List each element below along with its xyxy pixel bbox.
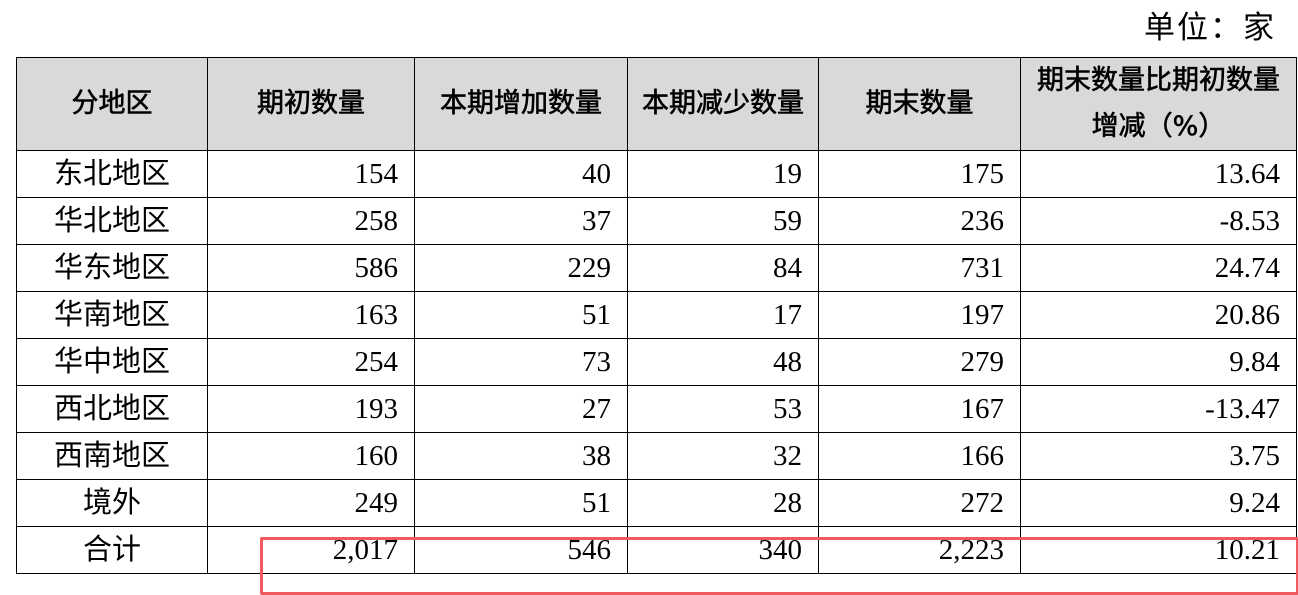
value-cell: 546: [414, 526, 628, 574]
region-cell: 合计: [16, 526, 208, 574]
value-cell: -13.47: [1020, 385, 1297, 433]
region-cell: 西北地区: [16, 385, 208, 433]
column-header: 本期减少数量: [627, 57, 819, 151]
value-cell: 586: [207, 244, 415, 292]
value-cell: 229: [414, 244, 628, 292]
value-cell: 27: [414, 385, 628, 433]
value-cell: 73: [414, 338, 628, 386]
value-cell: 731: [818, 244, 1021, 292]
region-cell: 西南地区: [16, 432, 208, 480]
table-row: 西北地区 193 27 53 167 -13.47: [16, 385, 1297, 433]
value-cell: 166: [818, 432, 1021, 480]
table-row: 华中地区 254 73 48 279 9.84: [16, 338, 1297, 386]
value-cell: 3.75: [1020, 432, 1297, 480]
header-row: 分地区 期初数量 本期增加数量 本期减少数量 期末数量 期末数量比期初数量增减（%）: [16, 57, 1297, 151]
region-cell: 华东地区: [16, 244, 208, 292]
value-cell: 20.86: [1020, 291, 1297, 339]
value-cell: 2,223: [818, 526, 1021, 574]
table-row: 东北地区 154 40 19 175 13.64: [16, 150, 1297, 198]
value-cell: 37: [414, 197, 628, 245]
table-row: 西南地区 160 38 32 166 3.75: [16, 432, 1297, 480]
value-cell: 9.84: [1020, 338, 1297, 386]
value-cell: 154: [207, 150, 415, 198]
value-cell: 272: [818, 479, 1021, 527]
value-cell: 340: [627, 526, 819, 574]
total-row: 合计 2,017 546 340 2,223 10.21: [16, 526, 1297, 574]
value-cell: 160: [207, 432, 415, 480]
column-header: 分地区: [16, 57, 208, 151]
value-cell: 163: [207, 291, 415, 339]
value-cell: 167: [818, 385, 1021, 433]
value-cell: 53: [627, 385, 819, 433]
value-cell: 9.24: [1020, 479, 1297, 527]
value-cell: 249: [207, 479, 415, 527]
value-cell: 32: [627, 432, 819, 480]
value-cell: 59: [627, 197, 819, 245]
column-header: 期初数量: [207, 57, 415, 151]
table-row: 境外 249 51 28 272 9.24: [16, 479, 1297, 527]
value-cell: 28: [627, 479, 819, 527]
value-cell: 254: [207, 338, 415, 386]
table-row: 华北地区 258 37 59 236 -8.53: [16, 197, 1297, 245]
region-cell: 境外: [16, 479, 208, 527]
value-cell: 38: [414, 432, 628, 480]
value-cell: 197: [818, 291, 1021, 339]
region-cell: 东北地区: [16, 150, 208, 198]
value-cell: 279: [818, 338, 1021, 386]
value-cell: 19: [627, 150, 819, 198]
region-cell: 华中地区: [16, 338, 208, 386]
value-cell: 48: [627, 338, 819, 386]
column-header: 期末数量比期初数量增减（%）: [1020, 57, 1297, 151]
value-cell: 13.64: [1020, 150, 1297, 198]
value-cell: 24.74: [1020, 244, 1297, 292]
value-cell: 2,017: [207, 526, 415, 574]
column-header: 期末数量: [818, 57, 1021, 151]
column-header: 本期增加数量: [414, 57, 628, 151]
value-cell: 258: [207, 197, 415, 245]
value-cell: -8.53: [1020, 197, 1297, 245]
unit-label: 单位：家: [1144, 10, 1276, 45]
value-cell: 10.21: [1020, 526, 1297, 574]
value-cell: 236: [818, 197, 1021, 245]
value-cell: 175: [818, 150, 1021, 198]
region-cell: 华北地区: [16, 197, 208, 245]
region-count-table: 分地区 期初数量 本期增加数量 本期减少数量 期末数量 期末数量比期初数量增减（%） 东北…: [16, 57, 1297, 574]
value-cell: 40: [414, 150, 628, 198]
table-row: 华南地区 163 51 17 197 20.86: [16, 291, 1297, 339]
value-cell: 51: [414, 479, 628, 527]
value-cell: 17: [627, 291, 819, 339]
table-row: 华东地区 586 229 84 731 24.74: [16, 244, 1297, 292]
value-cell: 84: [627, 244, 819, 292]
value-cell: 51: [414, 291, 628, 339]
region-cell: 华南地区: [16, 291, 208, 339]
value-cell: 193: [207, 385, 415, 433]
